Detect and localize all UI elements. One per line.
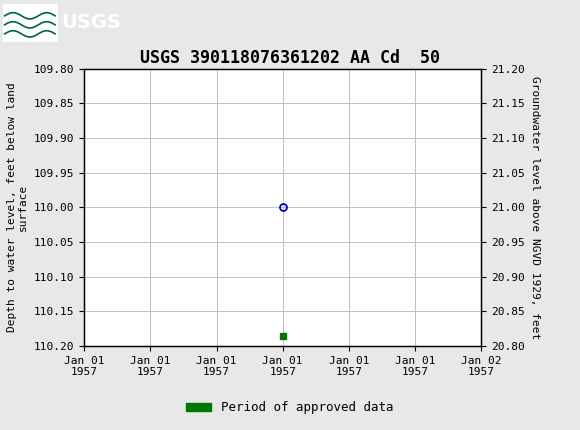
Legend: Period of approved data: Period of approved data — [181, 396, 399, 419]
Text: USGS: USGS — [61, 13, 121, 32]
Y-axis label: Groundwater level above NGVD 1929, feet: Groundwater level above NGVD 1929, feet — [531, 76, 541, 339]
Text: USGS 390118076361202 AA Cd  50: USGS 390118076361202 AA Cd 50 — [140, 49, 440, 67]
Bar — [3, 3, 58, 42]
Y-axis label: Depth to water level, feet below land
surface: Depth to water level, feet below land su… — [7, 83, 28, 332]
